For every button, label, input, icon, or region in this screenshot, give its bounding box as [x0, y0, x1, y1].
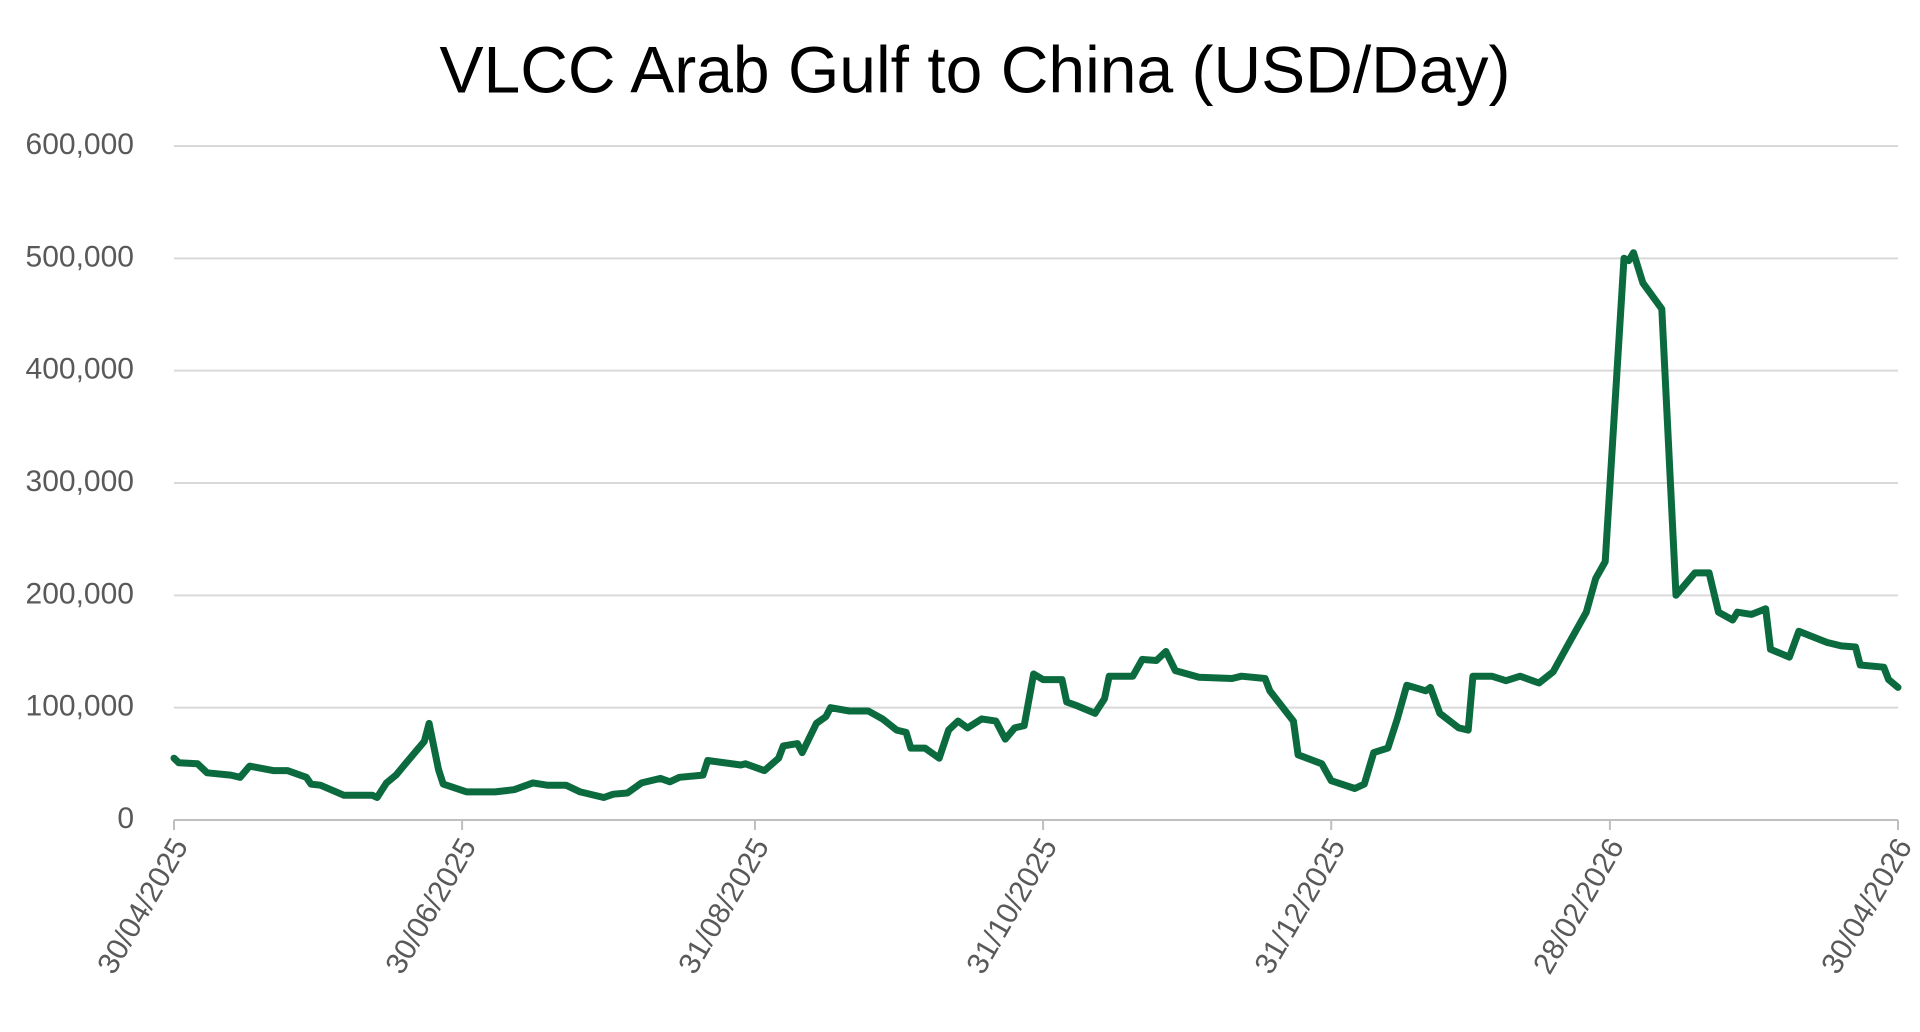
x-tick-label: 31/10/2025	[960, 833, 1064, 980]
y-tick-label: 500,000	[26, 240, 134, 273]
x-tick-label: 31/12/2025	[1248, 833, 1352, 980]
x-tick-label: 30/04/2026	[1815, 833, 1919, 980]
y-tick-label: 600,000	[26, 128, 134, 161]
y-tick-label: 200,000	[26, 577, 134, 610]
y-tick-label: 300,000	[26, 465, 134, 498]
x-tick-label: 30/04/2025	[91, 833, 195, 980]
x-tick-label: 30/06/2025	[379, 833, 483, 980]
chart-title: VLCC Arab Gulf to China (USD/Day)	[439, 32, 1510, 106]
y-tick-label: 100,000	[26, 690, 134, 723]
y-tick-label: 400,000	[26, 353, 134, 386]
y-tick-label: 0	[117, 802, 134, 835]
x-tick-label: 31/08/2025	[672, 833, 776, 980]
x-tick-label: 28/02/2026	[1527, 833, 1631, 980]
data-line	[170, 249, 1902, 801]
